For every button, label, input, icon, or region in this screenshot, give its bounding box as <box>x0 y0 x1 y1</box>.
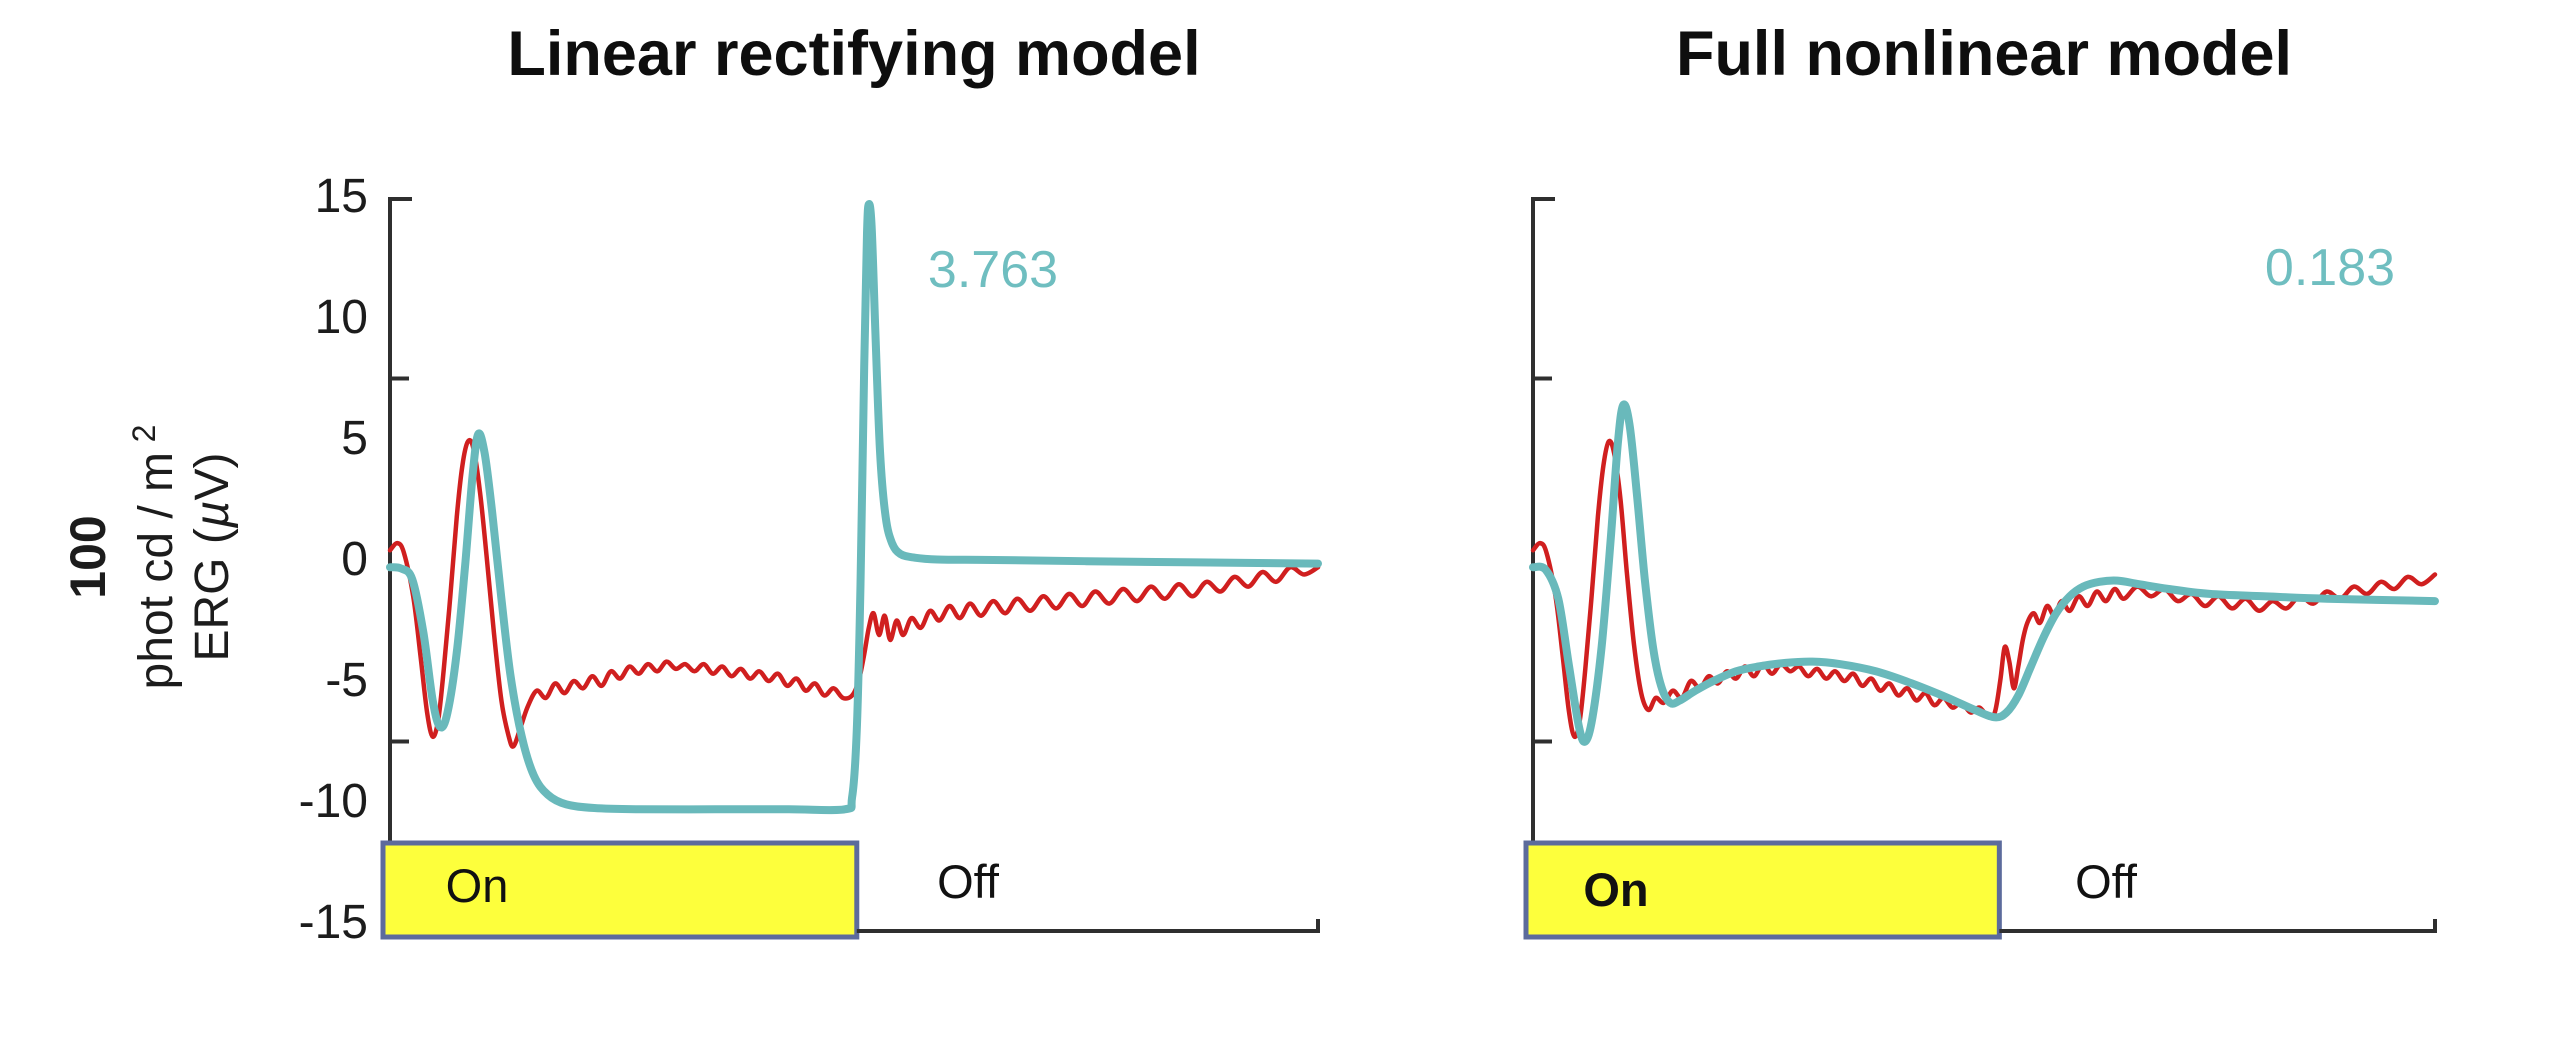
y-tick-label: 10 <box>314 291 368 344</box>
x-axis-line <box>1999 919 2437 933</box>
stimulus-off-label-right: Off <box>2075 855 2137 908</box>
panel-title-full-nonlinear: Full nonlinear model <box>1675 19 2293 89</box>
fit-error-value-left: 3.763 <box>927 241 1059 299</box>
erg-data-trace <box>387 437 1321 749</box>
stimulus-on-bar <box>1523 840 2002 940</box>
stimulus-on-label-right: On <box>1583 863 1649 916</box>
fit-error-value-right: 0.183 <box>2264 239 2396 297</box>
model-prediction-trace <box>386 200 1322 815</box>
y-tick-label: 15 <box>314 170 368 223</box>
y-tick-label: 0 <box>341 533 368 586</box>
stimulus-on-label-left: On <box>445 859 509 912</box>
model-prediction-trace <box>1529 400 2439 746</box>
stimulus-off-label-left: Off <box>937 855 999 908</box>
y-tick-label: -5 <box>325 654 368 707</box>
stimulus-units-label: phot cd / m 2 <box>125 424 183 690</box>
panel-title-linear-rectifying: Linear rectifying model <box>507 19 1201 89</box>
y-tick-label: 5 <box>341 412 368 465</box>
y-tick-label: -15 <box>298 896 368 949</box>
stimulus-on-bar <box>380 840 860 940</box>
erg-data-trace <box>1530 438 2438 740</box>
x-axis-line <box>856 919 1320 933</box>
y-axis-label-block: 100 phot cd / m 2 ERG (µV) <box>60 257 239 857</box>
stimulus-intensity-label: 100 <box>59 515 116 599</box>
y-tick-label: -10 <box>298 775 368 828</box>
